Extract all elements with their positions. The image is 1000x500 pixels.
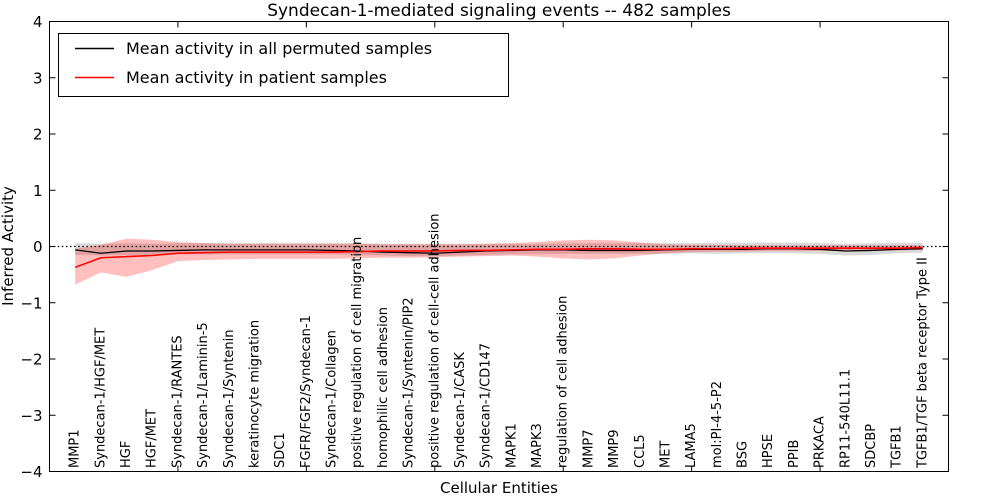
series-lines bbox=[74, 246, 923, 269]
x-tick-label: PRKACA bbox=[813, 416, 828, 468]
x-tick-label: RP11-540L11.1 bbox=[838, 369, 853, 468]
x-tick-label: regulation of cell adhesion bbox=[556, 296, 571, 468]
x-tick-label: SDC1 bbox=[273, 432, 288, 468]
x-tick-label: Syndecan-1/Laminin-5 bbox=[196, 322, 211, 468]
y-axis-label: Inferred Activity bbox=[0, 186, 17, 306]
y-tick-label: −2 bbox=[20, 351, 42, 369]
x-tick-label: TGFB1/TGF beta receptor Type II bbox=[915, 257, 930, 469]
x-tick-label: Syndecan-1/Syntenin/PIP2 bbox=[402, 297, 417, 468]
x-category-labels: MMP1 Syndecan-1/HGF/MET HGF HGF/MET Syndecan… bbox=[68, 213, 931, 469]
y-tick-label: 1 bbox=[33, 182, 43, 200]
x-tick-label: SDCBP bbox=[864, 424, 879, 468]
x-tick-label: MET bbox=[658, 441, 673, 468]
x-tick-label: Syndecan-1/RANTES bbox=[170, 335, 185, 468]
y-tick-label: 3 bbox=[33, 69, 43, 87]
x-tick-label: MAPK3 bbox=[530, 423, 545, 468]
y-tick-label: 0 bbox=[33, 238, 43, 256]
x-tick-label: homophilic cell adhesion bbox=[376, 307, 391, 468]
x-tick-label: MMP9 bbox=[607, 429, 622, 468]
confidence-bands bbox=[75, 238, 923, 285]
line-series-1 bbox=[74, 246, 923, 269]
x-tick-label: positive regulation of cell migration bbox=[350, 237, 365, 468]
legend-label-permuted: Mean activity in all permuted samples bbox=[126, 39, 432, 58]
x-tick-label: MAPK1 bbox=[504, 423, 519, 468]
legend-box bbox=[58, 33, 509, 97]
x-tick-label: CCL5 bbox=[633, 434, 648, 468]
axis-ticks bbox=[49, 21, 949, 472]
chart-title: Syndecan-1-mediated signaling events -- … bbox=[267, 1, 731, 21]
x-tick-label: PPIB bbox=[787, 440, 802, 468]
x-tick-label: MMP1 bbox=[68, 429, 83, 468]
x-tick-label: HGF/MET bbox=[145, 409, 160, 468]
y-tick-labels: 4 3 2 1 0 −1 −2 −3 −4 bbox=[20, 13, 42, 481]
x-tick-label: LAMA5 bbox=[684, 423, 699, 468]
x-tick-label: HPSE bbox=[761, 434, 776, 468]
x-tick-label: BSG bbox=[736, 441, 751, 468]
x-tick-label: HGF bbox=[119, 441, 134, 468]
x-tick-label: Syndecan-1/CD147 bbox=[479, 343, 494, 468]
y-tick-label: 2 bbox=[33, 126, 43, 144]
y-tick-label: −3 bbox=[20, 407, 42, 425]
y-tick-label: −1 bbox=[20, 294, 42, 312]
x-tick-label: MMP7 bbox=[581, 429, 596, 468]
x-tick-label: TGFB1 bbox=[890, 425, 905, 469]
y-tick-label: −4 bbox=[20, 463, 42, 481]
x-tick-label: Syndecan-1/Syntenin bbox=[222, 330, 237, 469]
y-tick-label: 4 bbox=[33, 13, 43, 31]
legend-label-patient: Mean activity in patient samples bbox=[126, 68, 387, 87]
x-tick-label: FGFR/FGF2/Syndecan-1 bbox=[299, 315, 314, 468]
x-tick-label: Syndecan-1/CASK bbox=[453, 352, 468, 468]
x-tick-label: Syndecan-1/Collagen bbox=[325, 330, 340, 468]
legend: Mean activity in all permuted samples Me… bbox=[58, 33, 509, 97]
x-tick-label: positive regulation of cell-cell adhesio… bbox=[427, 213, 442, 468]
x-tick-label: Syndecan-1/HGF/MET bbox=[93, 328, 108, 468]
x-tick-label: mol:PI-4-5-P2 bbox=[710, 381, 725, 468]
x-tick-label: keratinocyte migration bbox=[247, 320, 262, 468]
band-series-1 bbox=[75, 238, 923, 285]
x-axis-label: Cellular Entities bbox=[440, 479, 558, 497]
